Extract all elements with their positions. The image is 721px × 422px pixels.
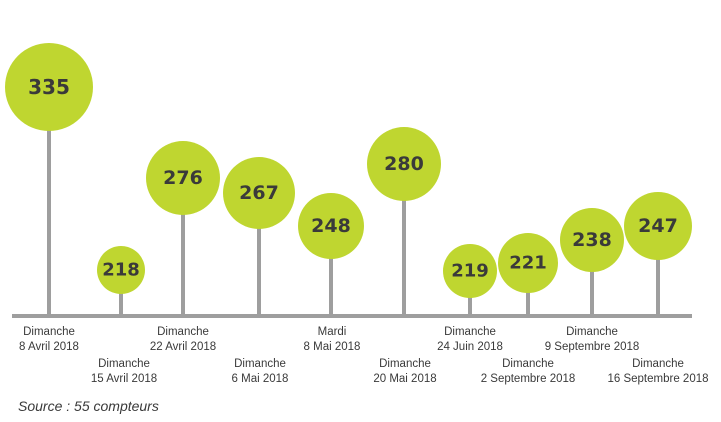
chart-marks: 335 Dimanche 8 Avril 2018 218 Dimanche 15 Avr… xyxy=(5,43,709,385)
bubble xyxy=(367,127,441,201)
bubble xyxy=(560,208,624,272)
value-label: 238 xyxy=(572,229,612,251)
date-label: Dimanche xyxy=(157,326,209,338)
value-label: 221 xyxy=(509,253,547,274)
date-label: Dimanche xyxy=(23,326,75,338)
value-label: 276 xyxy=(163,167,203,189)
value-label: 248 xyxy=(311,215,351,237)
bubble xyxy=(443,244,497,298)
date-label: Dimanche xyxy=(502,358,554,370)
date-label: Dimanche xyxy=(234,358,286,370)
bubble xyxy=(298,193,364,259)
bubble xyxy=(498,233,558,293)
date-label: 8 Mai 2018 xyxy=(304,341,361,353)
date-label: 24 Juin 2018 xyxy=(437,341,503,353)
value-label: 267 xyxy=(239,182,279,204)
date-label: Dimanche xyxy=(632,358,684,370)
value-label: 218 xyxy=(102,260,140,281)
date-label: 9 Septembre 2018 xyxy=(545,341,640,353)
lollipop-chart: 335 Dimanche 8 Avril 2018 218 Dimanche 15 Avr… xyxy=(5,43,709,385)
date-label: 2 Septembre 2018 xyxy=(481,373,576,385)
date-label: Dimanche xyxy=(98,358,150,370)
value-label: 280 xyxy=(384,153,424,175)
date-label: 8 Avril 2018 xyxy=(19,341,79,353)
date-label: Mardi xyxy=(318,326,347,338)
bubble xyxy=(97,246,145,294)
date-label: Dimanche xyxy=(566,326,618,338)
value-label: 335 xyxy=(28,75,70,99)
date-label: Dimanche xyxy=(379,358,431,370)
date-label: 20 Mai 2018 xyxy=(373,373,436,385)
date-label: 6 Mai 2018 xyxy=(232,373,289,385)
value-label: 247 xyxy=(638,215,678,237)
source-note: Source : 55 compteurs xyxy=(18,398,159,414)
bubble xyxy=(624,192,692,260)
date-label: 16 Septembre 2018 xyxy=(607,373,708,385)
value-label: 219 xyxy=(451,261,489,282)
bubble xyxy=(5,43,93,131)
bubble xyxy=(223,157,295,229)
date-label: Dimanche xyxy=(444,326,496,338)
date-label: 22 Avril 2018 xyxy=(150,341,216,353)
bubble xyxy=(146,141,220,215)
date-label: 15 Avril 2018 xyxy=(91,373,157,385)
